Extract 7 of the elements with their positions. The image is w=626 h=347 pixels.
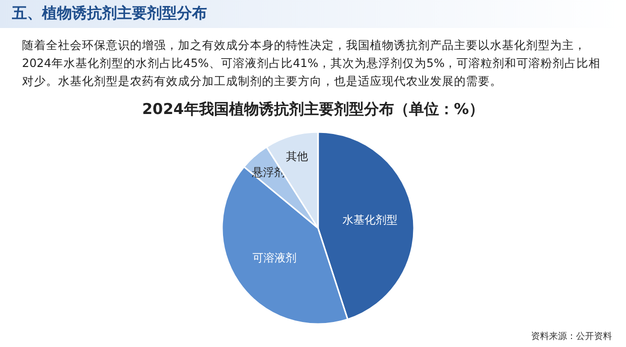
slice-label: 可溶液剂: [252, 252, 296, 265]
text: 随着全社会环保意识的增强，加之有效成分本身的特性决定，我国植物诱抗剂产品主要以水基化剂型为主，2024年水基化剂型的水剂占比45%、可溶液剂占比41%，其次为悬浮剂仅为5%，可溶粒剂和可溶粉剂占比相对少。水基化剂型是农药有效成分加工成制剂的主要方向，也是适应现代农业发展的需要。: [22, 37, 602, 90]
slice-label: 水基化剂型: [342, 214, 398, 227]
chart-title: 2024年我国植物诱抗剂主要剂型分布（单位：%）: [141, 100, 485, 119]
text: 五、植物诱抗剂主要剂型分布: [12, 4, 207, 23]
slice-label: 其他: [286, 150, 308, 164]
text: 资料来源：公开资料: [531, 330, 612, 343]
